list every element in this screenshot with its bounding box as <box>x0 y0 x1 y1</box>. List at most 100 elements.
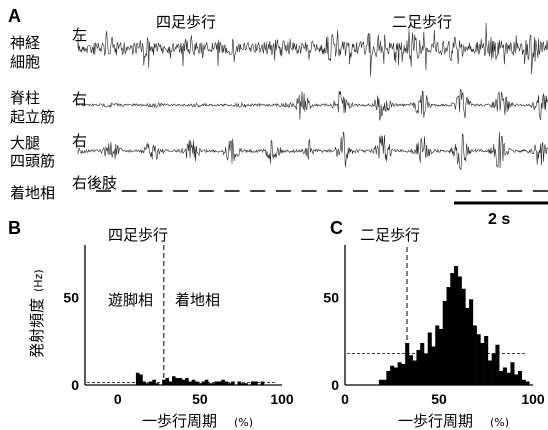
histogram-bar <box>227 383 232 385</box>
histogram-bar <box>175 378 179 385</box>
histogram-bar <box>178 378 183 385</box>
histogram-bar <box>204 379 209 385</box>
histogram-bar <box>506 372 511 385</box>
histogram-bar <box>155 383 160 385</box>
stance-phase-label: 着地相 <box>10 184 55 202</box>
histogram-bar <box>382 379 387 385</box>
histogram-bar <box>442 301 447 385</box>
phase-quadruped-label: 四足歩行 <box>156 13 216 31</box>
histogram-bar <box>412 360 417 385</box>
histogram-bar <box>525 381 530 385</box>
panel-c-xlabel: 一歩行周期 <box>398 412 473 430</box>
panel-c-histogram: 0 50 0 50 100 <box>323 245 545 407</box>
trace-erector-label-2: 起立筋 <box>10 108 55 126</box>
histogram-bar <box>386 371 391 385</box>
histogram-bar <box>214 381 219 385</box>
histogram-bar <box>423 353 429 385</box>
histogram-bar <box>240 383 245 385</box>
phase-bipedal-label: 二足歩行 <box>392 13 452 31</box>
histogram-bar <box>401 364 406 385</box>
histogram-bar <box>168 381 173 385</box>
trace-neuron-side: 左 <box>72 26 87 44</box>
x-tick-label: 0 <box>114 391 122 407</box>
panel-c-title: 二足歩行 <box>360 226 420 244</box>
histogram-bar <box>250 381 255 385</box>
histogram-bar <box>491 353 496 385</box>
panel-b-ylabel: 発射頻度 (Hz) <box>28 269 46 358</box>
histogram-bar <box>476 334 481 385</box>
panel-b-ylabel-unit: (Hz) <box>32 269 45 292</box>
panel-b-title: 四足歩行 <box>108 226 168 244</box>
histogram-bar <box>244 383 248 385</box>
histogram-bar <box>139 374 143 385</box>
stance-limb-label: 右後肢 <box>72 174 117 192</box>
histogram-bar <box>469 299 474 385</box>
histogram-bar <box>254 381 258 385</box>
panel-b-xlabel: 一歩行周期 <box>142 412 217 430</box>
emg-traces <box>77 22 548 171</box>
histogram-bar <box>145 383 150 385</box>
x-tick-label: 100 <box>270 391 294 407</box>
histogram-bar <box>194 381 199 385</box>
panel-b-label: B <box>8 218 21 238</box>
histogram-bar <box>149 381 153 385</box>
histogram-bar <box>484 336 489 385</box>
x-tick-label: 50 <box>431 391 447 407</box>
trace-erector-label-1: 脊柱 <box>10 89 40 107</box>
histogram-bar <box>397 362 402 385</box>
histogram-bar <box>201 381 206 385</box>
histogram-bar <box>188 381 192 385</box>
histogram-bar <box>231 381 235 385</box>
histogram-bar <box>135 372 140 385</box>
histogram-bar <box>390 365 395 385</box>
histogram-bar <box>142 381 147 385</box>
panel-b-histogram: 0 50 0 50 100 <box>63 245 294 407</box>
panel-c-xlabel-unit: (%) <box>490 416 509 429</box>
histogram-bar <box>510 362 515 385</box>
histogram-bar <box>480 343 485 385</box>
histogram-bar <box>378 379 383 385</box>
y-tick-label: 0 <box>71 377 79 393</box>
histogram-bar <box>427 332 432 385</box>
histogram-bar <box>217 381 222 385</box>
x-tick-label: 50 <box>192 391 208 407</box>
histogram-bar <box>408 355 413 385</box>
histogram-bar <box>185 378 189 385</box>
histogram-bar <box>521 379 526 385</box>
histogram-bar <box>172 376 176 385</box>
x-tick-label: 0 <box>341 391 349 407</box>
y-tick-label: 50 <box>323 290 339 306</box>
histogram-bar <box>487 360 492 385</box>
panel-a-label: A <box>8 6 21 26</box>
x-tick-label: 100 <box>521 391 545 407</box>
histogram-bar <box>454 266 459 385</box>
panel-b-ylabel-text: 発射頻度 <box>28 298 46 358</box>
histogram-bar <box>260 381 265 385</box>
histogram-bar <box>446 287 451 385</box>
panel-b-stance-label: 着地相 <box>175 291 220 309</box>
panel-b-swing-label: 遊脚相 <box>108 291 153 309</box>
histogram-bar <box>393 367 398 385</box>
histogram-bar <box>416 350 421 385</box>
y-tick-label: 50 <box>63 290 79 306</box>
histogram-bar <box>211 383 215 385</box>
trace-neuron-label-2: 細胞 <box>10 53 40 71</box>
histogram-bar <box>472 325 477 385</box>
histogram-bar <box>465 308 470 385</box>
histogram-bar <box>495 344 500 385</box>
histogram-bar <box>224 381 229 385</box>
trace-quadriceps-label-2: 四頭筋 <box>10 152 55 170</box>
trace-neuron-label-1: 神経 <box>10 34 40 52</box>
trace-quadriceps <box>77 131 548 171</box>
histogram-bar <box>208 383 212 385</box>
scale-bar-label: 2 s <box>488 211 510 228</box>
histogram-bar <box>457 276 462 385</box>
histogram-bar <box>435 325 440 385</box>
histogram-bar <box>198 383 202 385</box>
trace-erector-side: 右 <box>72 90 87 108</box>
histogram-bar <box>499 371 504 385</box>
histogram-bar <box>461 288 466 385</box>
trace-quadriceps-label-1: 大腿 <box>10 134 40 152</box>
panel-b-xlabel-unit: (%) <box>234 416 253 429</box>
